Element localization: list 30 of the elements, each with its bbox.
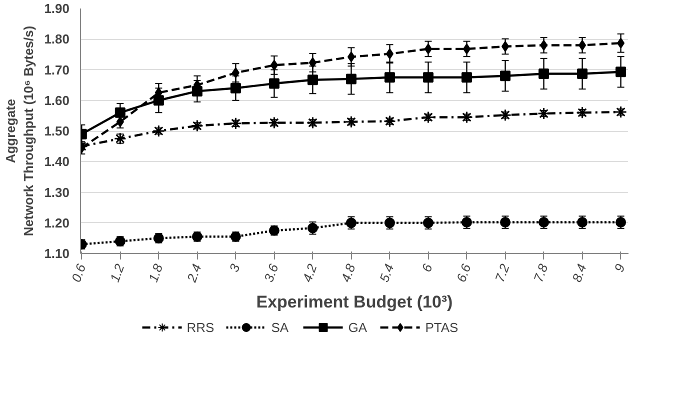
x-tick-label: 0.6 <box>68 261 89 284</box>
x-tick-label: 1.2 <box>106 261 128 284</box>
legend-label: PTAS <box>425 320 458 334</box>
legend-label: GA <box>348 320 368 334</box>
x-tick-label: 9 <box>611 262 628 274</box>
x-tick-label: 1.8 <box>145 261 166 284</box>
x-tick-label: 8.4 <box>569 262 590 284</box>
y-tick-label: 1.50 <box>44 124 70 138</box>
y-axis-title: Aggregate Network Throughput (10⁶ Bytes/s) <box>3 26 36 236</box>
y-tick-label: 1.30 <box>44 184 70 200</box>
y-tick-label: 1.90 <box>44 1 70 16</box>
x-tick-label: 3 <box>226 261 244 274</box>
legend-label: SA <box>271 320 290 334</box>
y-tick-label: 1.20 <box>44 215 70 230</box>
y-tick-label: 1.10 <box>44 246 70 261</box>
x-tick-label: 3.6 <box>260 261 282 284</box>
y-tick-label: 1.80 <box>44 32 70 47</box>
y-tick-label: 1.60 <box>44 92 70 108</box>
x-tick-label: 6.6 <box>454 261 474 284</box>
y-tick-label: 1.40 <box>44 154 70 170</box>
x-tick-label: 6 <box>418 261 436 274</box>
x-tick-label: 2.4 <box>184 262 204 285</box>
legend-label: RRS <box>186 320 214 334</box>
x-tick-label: 7.8 <box>530 261 552 284</box>
y-tick-label: 1.70 <box>44 62 70 78</box>
x-tick-label: 4.8 <box>338 261 359 284</box>
x-axis-title: Experiment Budget (10³) <box>256 292 453 312</box>
x-tick-label: 5.4 <box>376 262 397 284</box>
x-tick-label: 7.2 <box>492 261 513 284</box>
x-tick-label: 4.2 <box>299 261 320 284</box>
